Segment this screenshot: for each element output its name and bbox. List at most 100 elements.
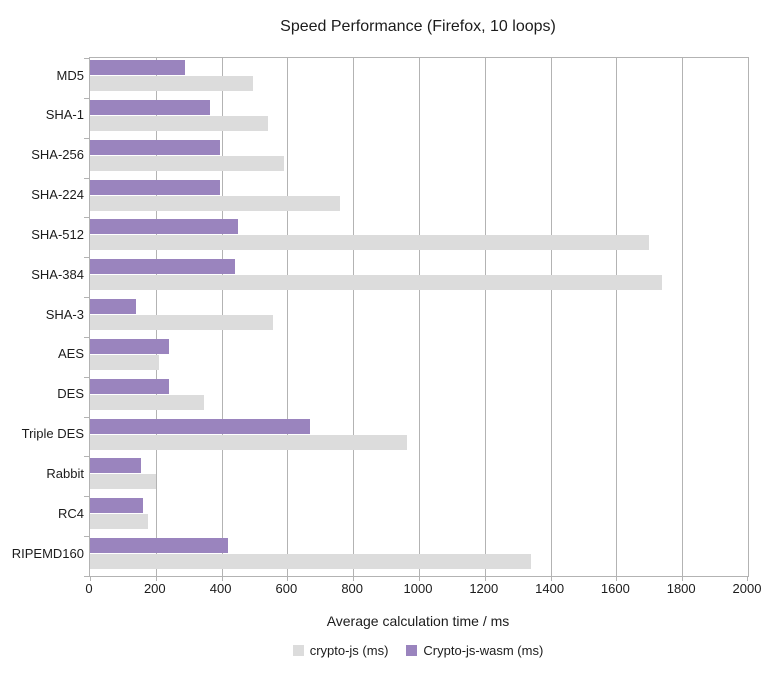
bar-DES-crypto-js-(ms): [90, 395, 204, 410]
y-tick-mark: [84, 536, 90, 537]
category-band-Triple DES: [90, 417, 748, 457]
bar-SHA-256-crypto-js-(ms): [90, 156, 284, 171]
bar-MD5-Crypto-js-wasm-(ms): [90, 60, 185, 75]
x-tick-label-1600: 1600: [600, 581, 630, 596]
y-tick-mark: [84, 377, 90, 378]
bar-Triple DES-crypto-js-(ms): [90, 435, 407, 450]
x-tick-label-800: 800: [341, 581, 364, 596]
bar-SHA-3-Crypto-js-wasm-(ms): [90, 299, 136, 314]
gridline-1200: [485, 58, 486, 576]
gridline-1400: [551, 58, 552, 576]
legend-label-wasm: Crypto-js-wasm (ms): [423, 643, 544, 658]
x-tick-label-2000: 2000: [732, 581, 762, 596]
bar-SHA-384-crypto-js-(ms): [90, 275, 662, 290]
gridline-1800: [682, 58, 683, 576]
category-band-SHA-3: [90, 297, 748, 337]
x-tick-mark: [287, 576, 288, 581]
y-tick-mark: [84, 58, 90, 59]
y-tick-mark: [84, 138, 90, 139]
y-category-label-SHA-3: SHA-3: [45, 306, 84, 322]
x-tick-mark: [90, 576, 91, 581]
y-category-label-RC4: RC4: [57, 505, 84, 521]
category-band-Rabbit: [90, 456, 748, 496]
category-band-DES: [90, 377, 748, 417]
legend-item-wasm: Crypto-js-wasm (ms): [406, 643, 543, 658]
y-category-label-MD5: MD5: [56, 67, 84, 83]
y-tick-mark: [84, 98, 90, 99]
y-tick-mark: [84, 257, 90, 258]
x-tick-mark: [485, 576, 486, 581]
y-category-label-AES: AES: [57, 346, 84, 362]
y-category-label-SHA-256: SHA-256: [31, 147, 84, 163]
x-tick-mark: [353, 576, 354, 581]
x-axis-title: Average calculation time / ms: [326, 613, 510, 629]
y-tick-mark: [84, 217, 90, 218]
x-tick-label-200: 200: [143, 581, 166, 596]
chart-title: Speed Performance (Firefox, 10 loops): [280, 18, 556, 35]
bar-Triple DES-Crypto-js-wasm-(ms): [90, 419, 310, 434]
y-category-label-SHA-1: SHA-1: [45, 107, 84, 123]
category-band-AES: [90, 337, 748, 377]
y-tick-mark: [84, 417, 90, 418]
x-tick-label-1000: 1000: [403, 581, 433, 596]
category-band-SHA-384: [90, 257, 748, 297]
plot-area: [84, 57, 749, 581]
bar-SHA-224-crypto-js-(ms): [90, 196, 340, 211]
gridline-1000: [419, 58, 420, 576]
bar-SHA-512-Crypto-js-wasm-(ms): [90, 219, 238, 234]
bar-RIPEMD160-crypto-js-(ms): [90, 554, 531, 569]
category-band-SHA-512: [90, 217, 748, 257]
bar-SHA-1-Crypto-js-wasm-(ms): [90, 100, 210, 115]
category-band-MD5: [90, 58, 748, 98]
bar-SHA-224-Crypto-js-wasm-(ms): [90, 180, 220, 195]
x-tick-mark: [616, 576, 617, 581]
y-category-label-SHA-384: SHA-384: [31, 266, 84, 282]
bar-SHA-3-crypto-js-(ms): [90, 315, 273, 330]
legend-label-crypto-js: crypto-js (ms): [309, 643, 389, 658]
y-category-label-RIPEMD160: RIPEMD160: [11, 545, 84, 561]
bar-RIPEMD160-Crypto-js-wasm-(ms): [90, 538, 228, 553]
bar-AES-Crypto-js-wasm-(ms): [90, 339, 169, 354]
bar-SHA-384-Crypto-js-wasm-(ms): [90, 259, 235, 274]
gridline-800: [353, 58, 354, 576]
category-band-SHA-224: [90, 178, 748, 218]
x-tick-label-600: 600: [275, 581, 298, 596]
crypto-js-swatch-icon: [292, 645, 304, 656]
x-tick-label-1800: 1800: [666, 581, 696, 596]
y-category-label-Triple DES: Triple DES: [21, 426, 84, 442]
x-tick-mark: [419, 576, 420, 581]
x-tick-label-400: 400: [209, 581, 232, 596]
legend: crypto-js (ms) Crypto-js-wasm (ms): [89, 643, 747, 658]
bar-SHA-1-crypto-js-(ms): [90, 116, 268, 131]
y-tick-mark: [84, 456, 90, 457]
legend-item-crypto-js: crypto-js (ms): [292, 643, 389, 658]
y-category-label-DES: DES: [57, 386, 84, 402]
bar-AES-crypto-js-(ms): [90, 355, 159, 370]
bar-Rabbit-crypto-js-(ms): [90, 474, 156, 489]
x-tick-mark: [222, 576, 223, 581]
y-tick-mark: [84, 178, 90, 179]
bar-RC4-crypto-js-(ms): [90, 514, 148, 529]
y-category-label-SHA-512: SHA-512: [31, 226, 84, 242]
bar-RC4-Crypto-js-wasm-(ms): [90, 498, 143, 513]
category-band-SHA-256: [90, 138, 748, 178]
y-tick-mark: [84, 576, 90, 577]
y-category-label-SHA-224: SHA-224: [31, 187, 84, 203]
bar-SHA-512-crypto-js-(ms): [90, 235, 649, 250]
x-tick-label-1200: 1200: [469, 581, 499, 596]
y-category-label-Rabbit: Rabbit: [46, 465, 84, 481]
category-band-RIPEMD160: [90, 536, 748, 576]
x-tick-label-1400: 1400: [535, 581, 565, 596]
x-tick-mark: [682, 576, 683, 581]
category-band-RC4: [90, 496, 748, 536]
bar-Rabbit-Crypto-js-wasm-(ms): [90, 458, 141, 473]
x-tick-mark: [551, 576, 552, 581]
x-tick-mark: [747, 576, 748, 581]
y-tick-mark: [84, 496, 90, 497]
y-tick-mark: [84, 297, 90, 298]
wasm-swatch-icon: [406, 645, 418, 656]
bar-SHA-256-Crypto-js-wasm-(ms): [90, 140, 220, 155]
x-tick-mark: [156, 576, 157, 581]
x-tick-label-0: 0: [85, 581, 93, 596]
